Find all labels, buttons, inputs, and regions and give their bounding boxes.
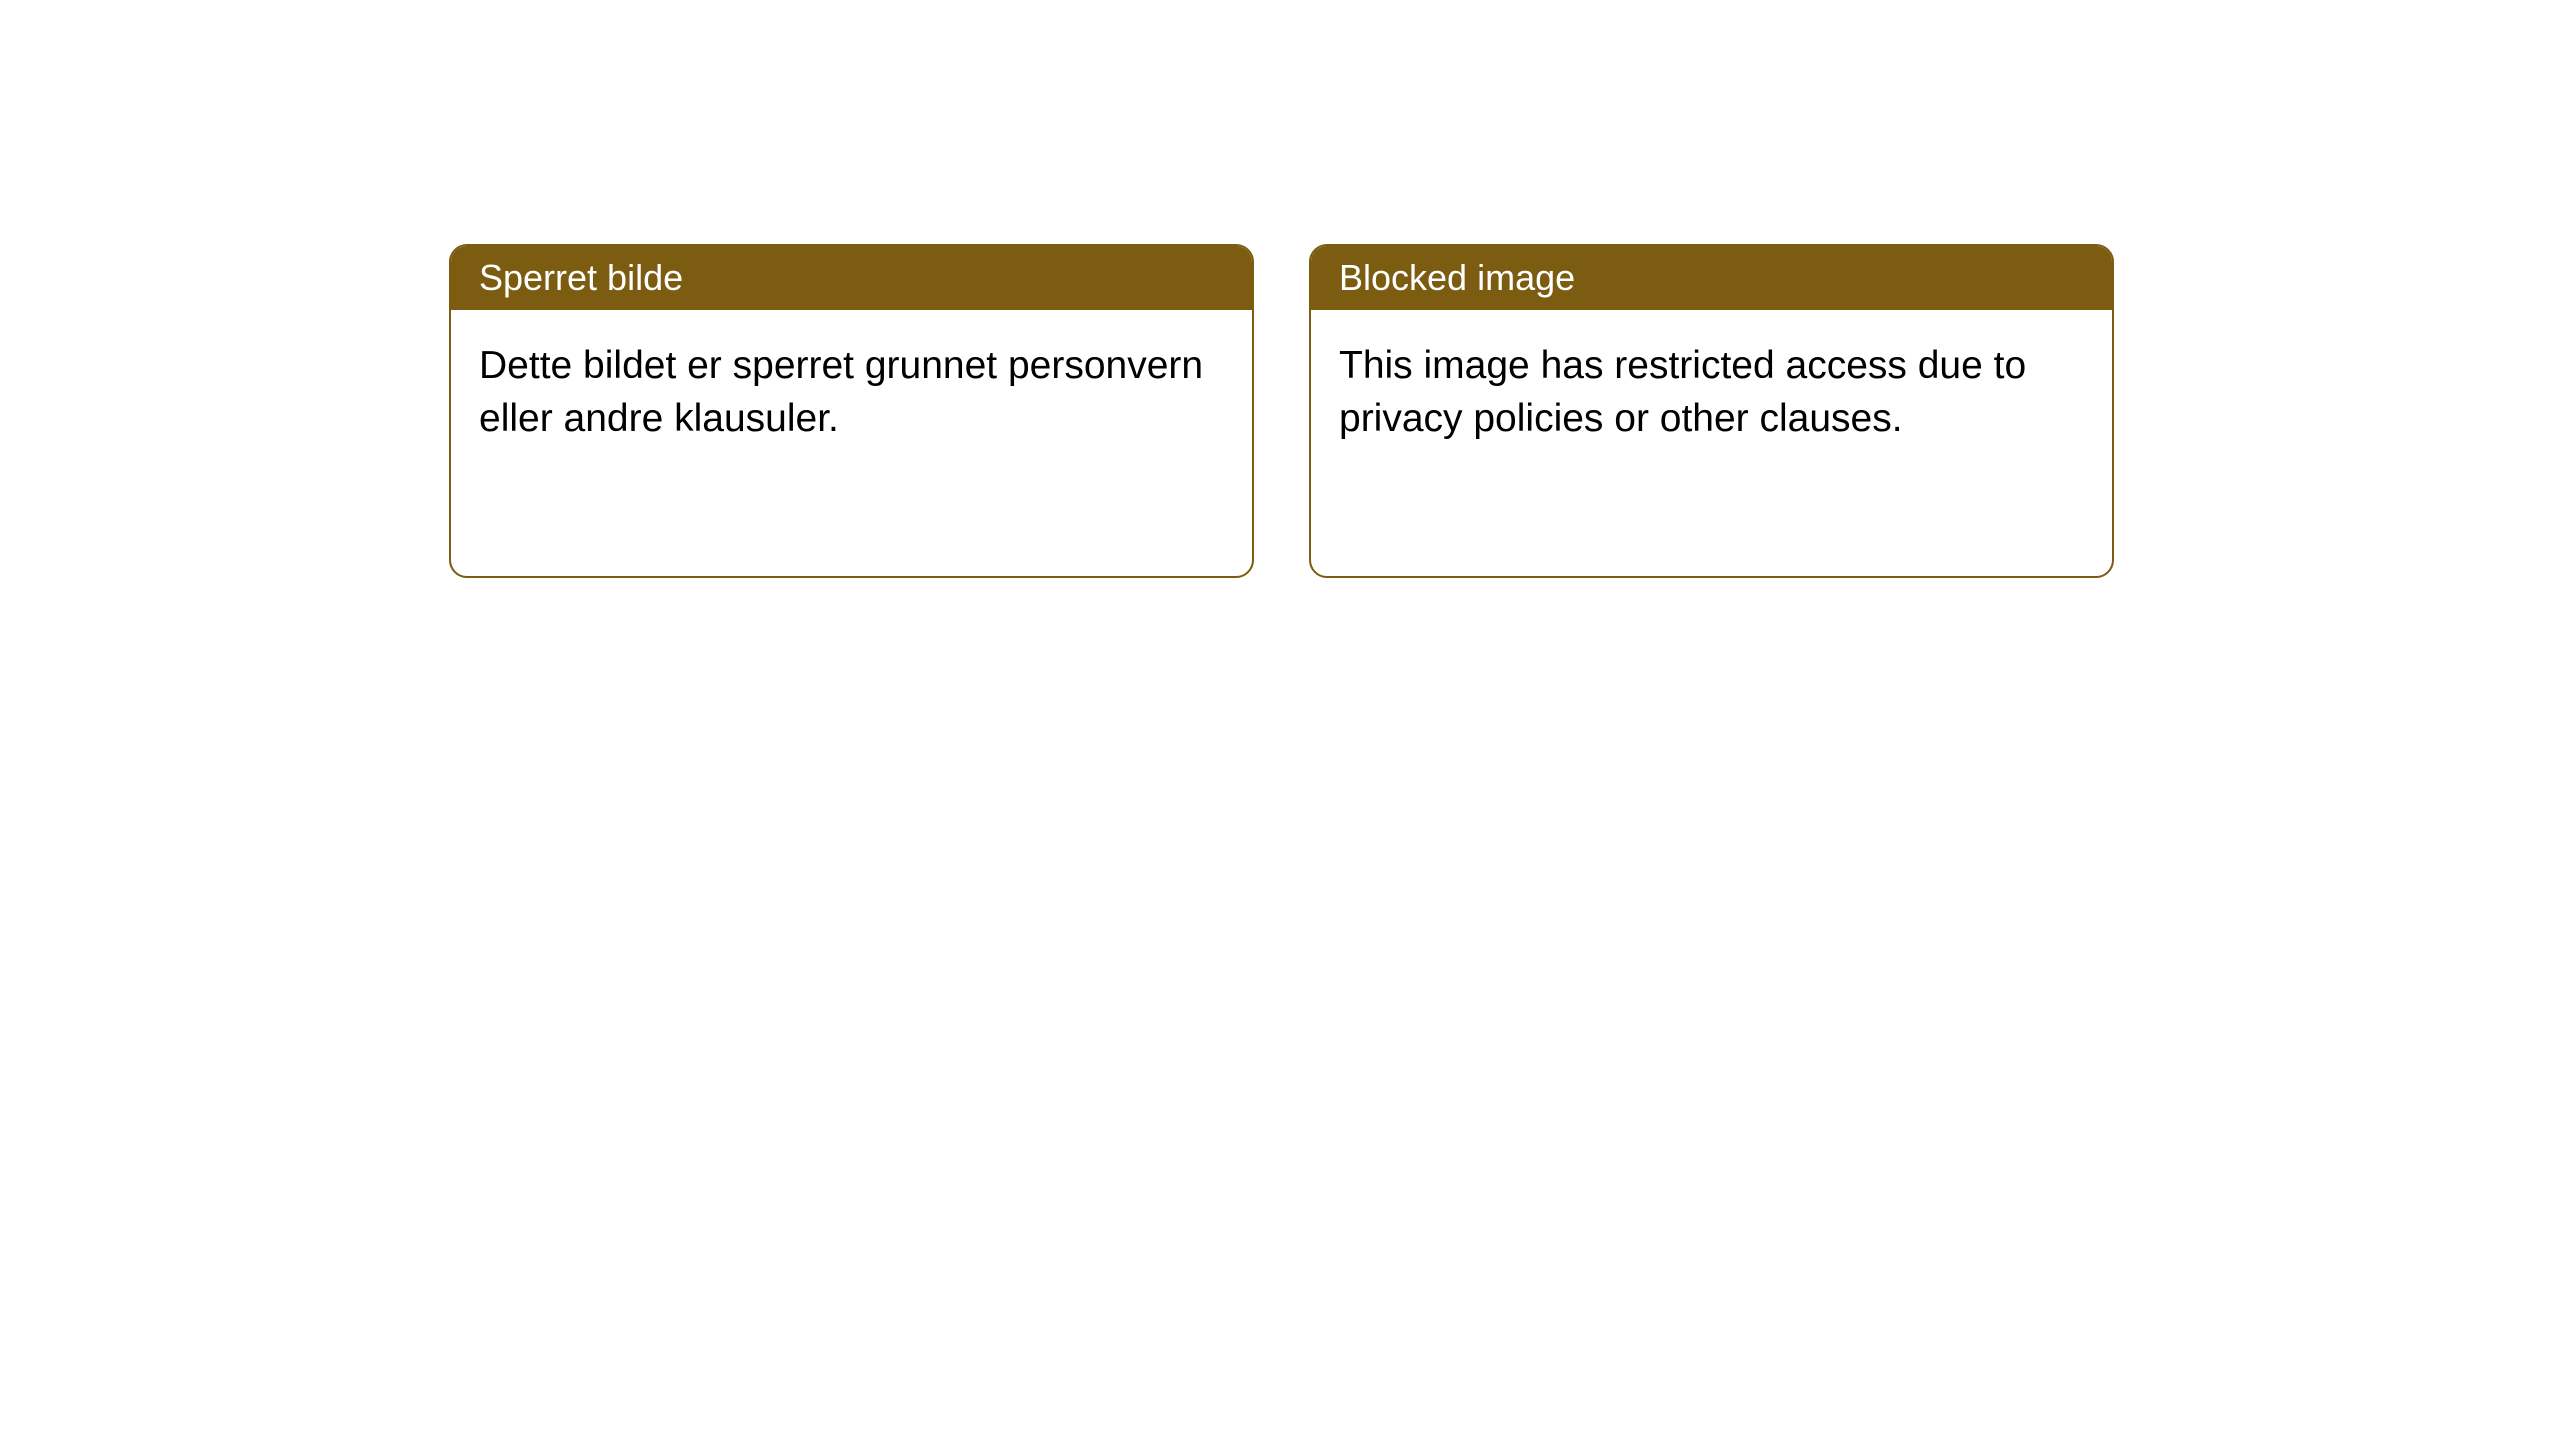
notice-container: Sperret bilde Dette bildet er sperret gr… [449, 244, 2114, 578]
notice-body-norwegian: Dette bildet er sperret grunnet personve… [451, 310, 1252, 475]
notice-header-norwegian: Sperret bilde [451, 246, 1252, 310]
notice-body-english: This image has restricted access due to … [1311, 310, 2112, 475]
notice-card-norwegian: Sperret bilde Dette bildet er sperret gr… [449, 244, 1254, 578]
notice-card-english: Blocked image This image has restricted … [1309, 244, 2114, 578]
notice-header-english: Blocked image [1311, 246, 2112, 310]
